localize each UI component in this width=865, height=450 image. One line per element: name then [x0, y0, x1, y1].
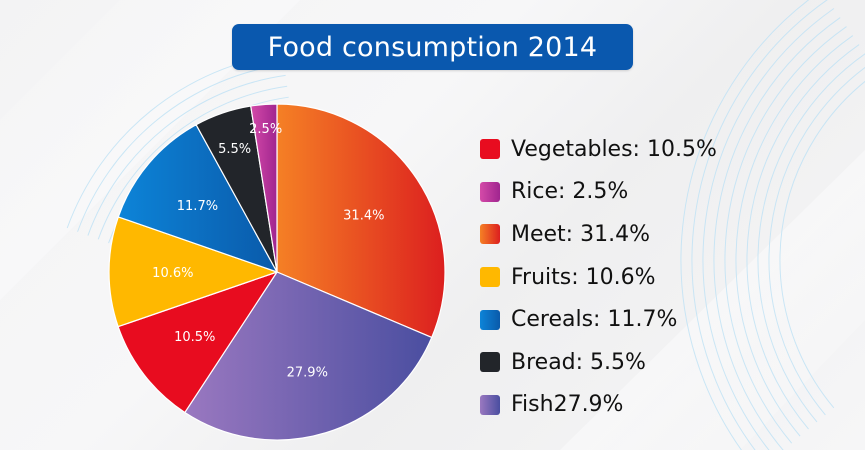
- legend: Vegetables: 10.5% Rice: 2.5% Meet: 31.4%…: [480, 128, 717, 426]
- slice-label-rice: 2.5%: [249, 122, 282, 137]
- slice-label-meet: 31.4%: [343, 208, 384, 223]
- legend-swatch-bread: [480, 352, 500, 373]
- slice-label-fruits: 10.6%: [152, 266, 193, 281]
- legend-swatch-cereals: [480, 309, 500, 330]
- arc-line: [724, 26, 847, 444]
- pie-slice-cereals: [117, 124, 278, 273]
- arc-line: [702, 8, 835, 450]
- legend-label: Cereals: 11.7%: [511, 307, 678, 333]
- legend-label: Meet: 31.4%: [511, 221, 650, 247]
- legend-item: Fruits: 10.6%: [480, 256, 717, 299]
- legend-item: Cereals: 11.7%: [480, 298, 717, 341]
- pie-slice-fish: [184, 271, 433, 441]
- legend-swatch-rice: [480, 181, 500, 202]
- pie-slice-vegetables: [117, 271, 278, 414]
- arc-line: [779, 80, 865, 409]
- legend-item: Rice: 2.5%: [480, 171, 717, 214]
- legend-item: Meet: 31.4%: [480, 213, 717, 256]
- pie-slice-meet: [276, 103, 446, 339]
- legend-swatch-vegetables: [480, 139, 500, 160]
- arc-line: [77, 64, 285, 232]
- legend-label: Fish27.9%: [511, 392, 624, 418]
- chart-title: Food consumption 2014: [267, 31, 598, 63]
- arc-line: [757, 53, 865, 423]
- arc-line: [713, 17, 841, 450]
- legend-label: Rice: 2.5%: [511, 179, 629, 205]
- chart-title-box: Food consumption 2014: [232, 24, 633, 70]
- pie-slice-rice: [250, 103, 278, 273]
- arc-line: [768, 66, 865, 416]
- legend-label: Vegetables: 10.5%: [511, 136, 717, 162]
- arc-line: [735, 35, 854, 437]
- arc-line: [691, 0, 828, 450]
- slice-label-cereals: 11.7%: [177, 199, 218, 214]
- pie-slice-fruits: [108, 216, 278, 328]
- slice-label-vegetables: 10.5%: [174, 330, 215, 345]
- slice-label-fish: 27.9%: [287, 366, 328, 381]
- right-arc-lines: [680, 0, 865, 450]
- legend-swatch-fruits: [480, 267, 500, 288]
- legend-label: Bread: 5.5%: [511, 349, 646, 375]
- legend-swatch-meet: [480, 224, 500, 245]
- arc-line: [680, 0, 810, 450]
- legend-swatch-fish: [480, 394, 500, 415]
- arc-line: [97, 85, 288, 240]
- legend-item: Fish27.9%: [480, 384, 717, 427]
- legend-item: Bread: 5.5%: [480, 341, 717, 384]
- arc-line: [87, 74, 286, 236]
- legend-label: Fruits: 10.6%: [511, 264, 656, 290]
- arc-line: [746, 44, 860, 430]
- legend-item: Vegetables: 10.5%: [480, 128, 717, 171]
- slice-label-bread: 5.5%: [218, 142, 251, 157]
